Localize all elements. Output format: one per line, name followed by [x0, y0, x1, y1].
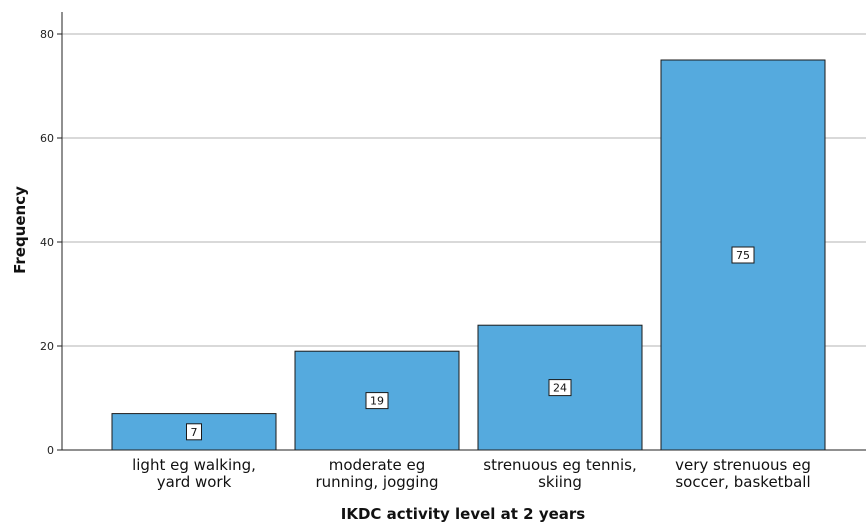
data-label-box	[186, 423, 202, 441]
y-tick-label: 80	[40, 28, 54, 41]
data-label-text: 75	[736, 249, 750, 262]
data-label-box	[365, 392, 389, 410]
x-category-label: moderate eg running, jogging	[315, 456, 438, 491]
data-label: 19	[365, 392, 389, 410]
y-tick-label: 20	[40, 340, 54, 353]
y-tick-label: 0	[47, 444, 54, 457]
x-category-label: strenuous eg tennis, skiing	[483, 456, 636, 491]
data-label-box	[548, 379, 572, 397]
x-category-labels: light eg walking, yard work moderate eg run…	[132, 456, 811, 491]
x-category-label: light eg walking, yard work	[132, 456, 256, 491]
data-label-box	[731, 246, 755, 264]
y-tick-labels: 0 20 40 60 80	[40, 28, 54, 457]
x-category-label: very strenuous eg soccer, basketball	[675, 456, 811, 491]
data-label-text: 19	[370, 395, 384, 408]
axes	[57, 12, 866, 451]
data-label-text: 24	[553, 382, 567, 395]
data-labels: 7 19 24 75	[186, 246, 755, 441]
y-tick-label: 60	[40, 132, 54, 145]
y-axis-title: Frequency	[11, 186, 29, 274]
data-label-text: 7	[191, 426, 198, 439]
data-label: 24	[548, 379, 572, 397]
x-axis-title: IKDC activity level at 2 years	[341, 505, 586, 523]
data-label: 75	[731, 246, 755, 264]
data-label: 7	[186, 423, 202, 441]
bars	[111, 59, 826, 451]
y-tick-label: 40	[40, 236, 54, 249]
